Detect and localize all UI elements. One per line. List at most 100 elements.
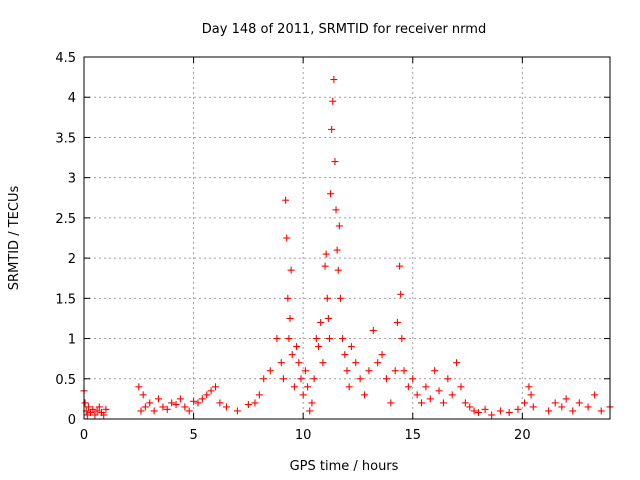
data-point	[558, 403, 566, 411]
data-point	[335, 222, 343, 230]
data-point	[84, 403, 92, 411]
data-point	[321, 262, 329, 270]
data-point	[339, 335, 347, 343]
data-point	[439, 399, 447, 407]
data-point	[409, 375, 417, 383]
data-point	[431, 367, 439, 375]
data-point	[328, 125, 336, 133]
data-point	[168, 399, 176, 407]
data-point	[387, 399, 395, 407]
data-point	[286, 314, 294, 322]
data-point	[319, 359, 327, 367]
data-point	[398, 335, 406, 343]
data-point	[216, 399, 224, 407]
y-tick-label: 3	[68, 172, 76, 187]
data-point	[185, 407, 193, 415]
data-point	[461, 399, 469, 407]
axis-ticks: 0 5 10 15 20 0 0.5 1 1.5 2 2.5 3 3.5 4 4.5	[55, 51, 611, 443]
data-point	[529, 403, 537, 411]
data-point	[391, 367, 399, 375]
x-axis-label: GPS time / hours	[290, 459, 399, 474]
data-point	[562, 395, 570, 403]
data-point	[575, 399, 583, 407]
data-point	[597, 407, 605, 415]
data-point	[89, 405, 97, 413]
data-point	[251, 399, 259, 407]
data-point	[521, 399, 529, 407]
data-point	[295, 359, 303, 367]
data-point	[91, 411, 99, 419]
x-tick-label: 20	[514, 428, 531, 443]
plot-frame	[83, 56, 611, 420]
data-point	[356, 375, 364, 383]
x-tick-label: 0	[80, 428, 88, 443]
data-point	[93, 407, 101, 415]
y-tick-label: 2	[68, 252, 76, 267]
data-point	[322, 250, 330, 258]
data-point	[198, 395, 206, 403]
data-point	[155, 395, 163, 403]
data-point	[290, 383, 298, 391]
data-point	[365, 367, 373, 375]
data-point	[212, 383, 219, 391]
data-point	[382, 375, 390, 383]
data-point	[481, 405, 489, 413]
data-point	[324, 314, 332, 322]
data-point	[505, 409, 513, 417]
data-point	[325, 335, 333, 343]
data-points	[80, 76, 614, 419]
data-point	[397, 290, 405, 298]
data-point	[551, 399, 559, 407]
data-point	[81, 399, 89, 407]
data-point	[545, 407, 553, 415]
data-point	[336, 294, 344, 302]
data-point	[273, 335, 281, 343]
data-point	[584, 403, 592, 411]
data-point	[422, 383, 430, 391]
data-point	[139, 391, 147, 399]
y-axis-label: SRMTID / TECUs	[7, 186, 22, 291]
data-point	[297, 375, 305, 383]
data-point	[369, 327, 377, 335]
data-point	[418, 399, 426, 407]
data-point	[444, 375, 452, 383]
data-point	[293, 343, 301, 351]
data-point	[283, 234, 291, 242]
data-point	[135, 383, 143, 391]
data-point	[347, 343, 355, 351]
data-point	[285, 335, 293, 343]
data-point	[95, 403, 103, 411]
x-tick-label: 5	[189, 428, 197, 443]
data-point	[282, 196, 290, 204]
data-point	[352, 359, 360, 367]
data-point	[102, 405, 110, 413]
data-point	[306, 407, 314, 415]
data-point	[400, 367, 408, 375]
data-point	[378, 351, 386, 359]
data-point	[475, 409, 482, 417]
data-point	[190, 397, 198, 405]
data-point	[332, 206, 340, 214]
data-point	[141, 403, 149, 411]
data-point	[413, 391, 421, 399]
data-point	[172, 401, 180, 409]
data-point	[525, 383, 533, 391]
data-point	[299, 391, 307, 399]
data-point	[279, 375, 287, 383]
data-point	[330, 76, 338, 84]
data-point	[181, 403, 189, 411]
data-point	[470, 407, 478, 415]
data-point	[260, 375, 268, 383]
data-point	[100, 411, 108, 419]
grid	[84, 57, 610, 419]
data-point	[163, 405, 171, 413]
data-point	[308, 399, 316, 407]
data-point	[333, 246, 341, 254]
data-point	[317, 318, 325, 326]
data-point	[514, 405, 522, 413]
data-point	[341, 351, 349, 359]
y-tick-label: 0.5	[55, 373, 76, 388]
data-point	[287, 266, 295, 274]
data-point	[288, 351, 296, 359]
